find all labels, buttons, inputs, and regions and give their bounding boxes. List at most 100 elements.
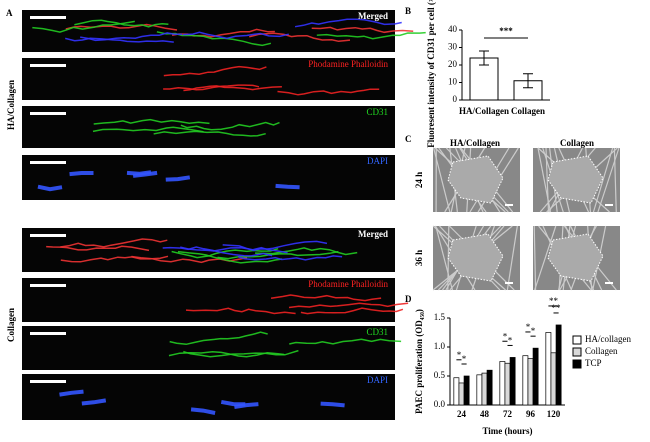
- signal: [60, 238, 168, 248]
- bar: [555, 324, 562, 406]
- signal: [185, 307, 296, 315]
- annotation: *: [531, 326, 536, 336]
- annotation: *: [526, 322, 531, 332]
- signal: [222, 240, 328, 252]
- bar: [458, 382, 465, 406]
- row-label: Collagen: [6, 308, 16, 342]
- annotation: **: [549, 296, 559, 306]
- panel-letter: B: [405, 6, 411, 16]
- fiber: [533, 225, 537, 291]
- scale-bar: [505, 282, 513, 284]
- signal: [289, 338, 402, 345]
- x-tick-label: 96: [526, 409, 536, 419]
- legend-swatch: [572, 335, 582, 345]
- signal: [92, 126, 204, 133]
- row-label: 24 h: [414, 172, 424, 188]
- scale-bar: [30, 234, 66, 237]
- bar: [545, 332, 552, 406]
- annotation: *: [457, 350, 462, 360]
- x-tick-label: 24: [457, 409, 467, 419]
- signal: [32, 20, 135, 33]
- x-tick-label: 72: [503, 409, 513, 419]
- legend-label: TCP: [585, 358, 602, 368]
- channel-label: CD31: [366, 327, 388, 337]
- annotation: *: [462, 354, 467, 364]
- signal: [163, 84, 260, 91]
- signal: [60, 255, 169, 263]
- column-label: Collagen: [560, 138, 594, 148]
- signal: [320, 401, 345, 408]
- scale-bar: [30, 16, 66, 19]
- error-bar: [479, 50, 489, 66]
- scale-bar: [30, 284, 66, 287]
- y-tick-label: 1.0: [434, 341, 446, 351]
- bar: [463, 375, 470, 406]
- signal: [165, 175, 191, 182]
- cell: [547, 233, 604, 282]
- signal: [93, 118, 210, 125]
- x-tick-label: Collagen: [511, 106, 545, 116]
- channel-label: Phodamine Phalloidin: [308, 279, 388, 289]
- signal: [162, 246, 273, 257]
- scale-bar: [30, 332, 66, 335]
- signal: [81, 398, 107, 406]
- y-tick-label: 1.5: [434, 312, 446, 322]
- scale-bar: [605, 282, 613, 284]
- cell: [447, 155, 504, 204]
- channel-label: Phodamine Phalloidin: [308, 59, 388, 69]
- signal: [69, 171, 94, 177]
- signal: [59, 389, 84, 397]
- bar: [504, 362, 511, 406]
- scale-bar: [605, 204, 613, 206]
- panel-letter: C: [405, 134, 412, 144]
- channel-label: DAPI: [367, 156, 388, 166]
- scale-bar: [30, 380, 66, 383]
- legend-label: Collagen: [585, 346, 618, 356]
- error-bar: [523, 73, 533, 89]
- signal: [300, 307, 404, 315]
- signal: [180, 121, 280, 131]
- bar: [550, 352, 557, 406]
- legend-label: HA/collagen: [585, 334, 631, 344]
- scale-bar: [30, 161, 66, 164]
- signal: [294, 18, 402, 28]
- y-tick-label: 10: [448, 77, 458, 87]
- signal: [74, 19, 169, 28]
- signal: [316, 31, 426, 40]
- signal: [288, 302, 409, 309]
- micrograph: [22, 278, 395, 322]
- signal: [163, 65, 267, 77]
- fiber: [506, 225, 518, 291]
- signal: [183, 31, 289, 40]
- annotation: ***: [499, 26, 513, 36]
- signal: [80, 32, 183, 42]
- bar: [476, 374, 483, 406]
- signal: [169, 331, 268, 346]
- y-tick-label: 30: [448, 42, 458, 52]
- channel-label: Merged: [358, 11, 388, 21]
- bar: [532, 347, 539, 406]
- x-tick-label: HA/Collagen: [459, 106, 509, 116]
- x-tick-label: 120: [547, 409, 561, 419]
- scale-bar: [30, 64, 66, 67]
- cell: [447, 233, 504, 282]
- signal: [65, 23, 178, 31]
- column-label: HA/Collagen: [450, 138, 500, 148]
- signal: [37, 184, 63, 192]
- row-label: 36 h: [414, 250, 424, 266]
- annotation: *: [503, 331, 508, 341]
- signal: [153, 130, 266, 137]
- y-tick-label: 0.5: [434, 370, 446, 380]
- scale-bar: [505, 204, 513, 206]
- micrograph: [22, 326, 395, 370]
- fiber: [592, 147, 614, 213]
- signal: [183, 85, 282, 92]
- signal: [168, 350, 285, 358]
- y-axis-label: Fluoresent intensity of CD31 per cell (×…: [426, 0, 436, 148]
- legend-swatch: [572, 347, 582, 357]
- bar: [481, 372, 488, 406]
- signal: [275, 183, 300, 190]
- cell: [547, 155, 604, 204]
- signal: [234, 402, 259, 409]
